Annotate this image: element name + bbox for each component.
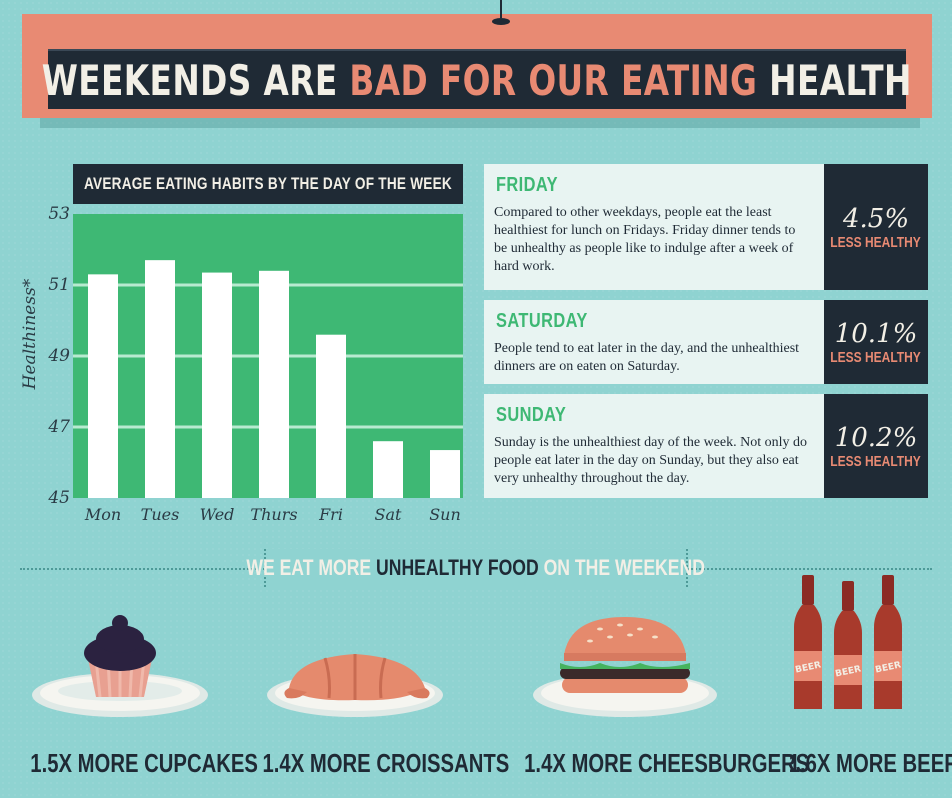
title-part1: WEEKENDS ARE (41, 55, 338, 105)
bar-mon (88, 274, 118, 498)
card-day-name: SATURDAY (496, 310, 588, 332)
y-tick-label: 51 (48, 275, 70, 295)
burger-icon (533, 617, 717, 717)
chart-title-text: AVERAGE EATING HABITS BY THE DAY OF THE … (84, 174, 453, 193)
card-percent: 4.5% (842, 203, 910, 234)
card-friday: FRIDAY Compared to other weekdays, peopl… (484, 164, 928, 290)
y-axis-label: Healthiness* (20, 278, 40, 390)
card-stat: 4.5% LESS HEALTHY (824, 164, 928, 290)
card-stat-label: LESS HEALTHY (830, 452, 922, 470)
section-title-part2: ON THE WEEKEND (543, 555, 706, 580)
banner-shadow (40, 118, 920, 128)
section-title: WE EAT MORE UNHEALTHY FOOD ON THE WEEKEN… (247, 549, 705, 587)
y-tick-label: 45 (48, 488, 70, 508)
y-tick-label: 47 (48, 417, 70, 437)
title-part2: HEALTH (769, 55, 913, 105)
food-label-cupcakes: 1.5X MORE CUPCAKES (30, 748, 258, 778)
x-tick-label: Thurs (250, 505, 298, 524)
bar-sat (373, 441, 403, 498)
food-label-croissants: 1.4X MORE CROISSANTS (262, 748, 510, 778)
croissant-icon (267, 654, 443, 717)
bar-sun (430, 450, 460, 498)
cupcake-icon (32, 615, 208, 717)
hanging-string (500, 0, 502, 18)
x-tick-label: Tues (140, 505, 180, 524)
title-accent: BAD FOR OUR EATING (349, 55, 758, 105)
page-title: WEEKENDS ARE BAD FOR OUR EATING HEALTH (42, 56, 912, 105)
title-banner: WEEKENDS ARE BAD FOR OUR EATING HEALTH (22, 40, 932, 118)
card-day-name: FRIDAY (496, 174, 558, 196)
section-title-part1: WE EAT MORE (246, 555, 372, 580)
hanging-pin (492, 18, 510, 25)
card-percent: 10.2% (834, 422, 918, 453)
card-description: People tend to eat later in the day, and… (494, 341, 800, 374)
x-tick-label: Sat (374, 505, 402, 524)
card-stat: 10.2% LESS HEALTHY (824, 394, 928, 498)
card-description: Compared to other weekdays, people eat t… (494, 205, 796, 274)
bar-tues (145, 260, 175, 498)
card-stat-label: LESS HEALTHY (830, 233, 922, 251)
y-tick-label: 53 (48, 204, 70, 224)
card-percent: 10.1% (834, 318, 918, 349)
card-description: Sunday is the unhealthiest day of the we… (494, 435, 807, 486)
x-tick-label: Wed (199, 505, 235, 524)
bar-wed (202, 272, 232, 498)
card-sunday: SUNDAY Sunday is the unhealthiest day of… (484, 394, 928, 498)
card-stat-label: LESS HEALTHY (830, 348, 922, 366)
card-saturday: SATURDAY People tend to eat later in the… (484, 300, 928, 384)
x-tick-label: Mon (84, 505, 122, 524)
bar-chart (73, 260, 463, 498)
x-tick-label: Fri (319, 505, 343, 524)
card-day-name: SUNDAY (496, 404, 567, 426)
title-plate: WEEKENDS ARE BAD FOR OUR EATING HEALTH (42, 49, 912, 109)
bar-thurs (259, 270, 289, 498)
section-title-highlight: UNHEALTHY FOOD (376, 555, 540, 580)
x-tick-label: Sun (429, 505, 461, 524)
chart-title: AVERAGE EATING HABITS BY THE DAY OF THE … (73, 164, 463, 204)
beer-icon: BEER BEER BEER (794, 575, 902, 709)
banner-top (22, 0, 932, 42)
bar-fri (316, 334, 346, 498)
card-stat: 10.1% LESS HEALTHY (824, 300, 928, 384)
food-label-burgers: 1.4X MORE CHEESBURGERS (524, 748, 810, 778)
food-label-beer: 1.6X MORE BEER (788, 748, 952, 778)
y-tick-label: 49 (48, 346, 70, 366)
